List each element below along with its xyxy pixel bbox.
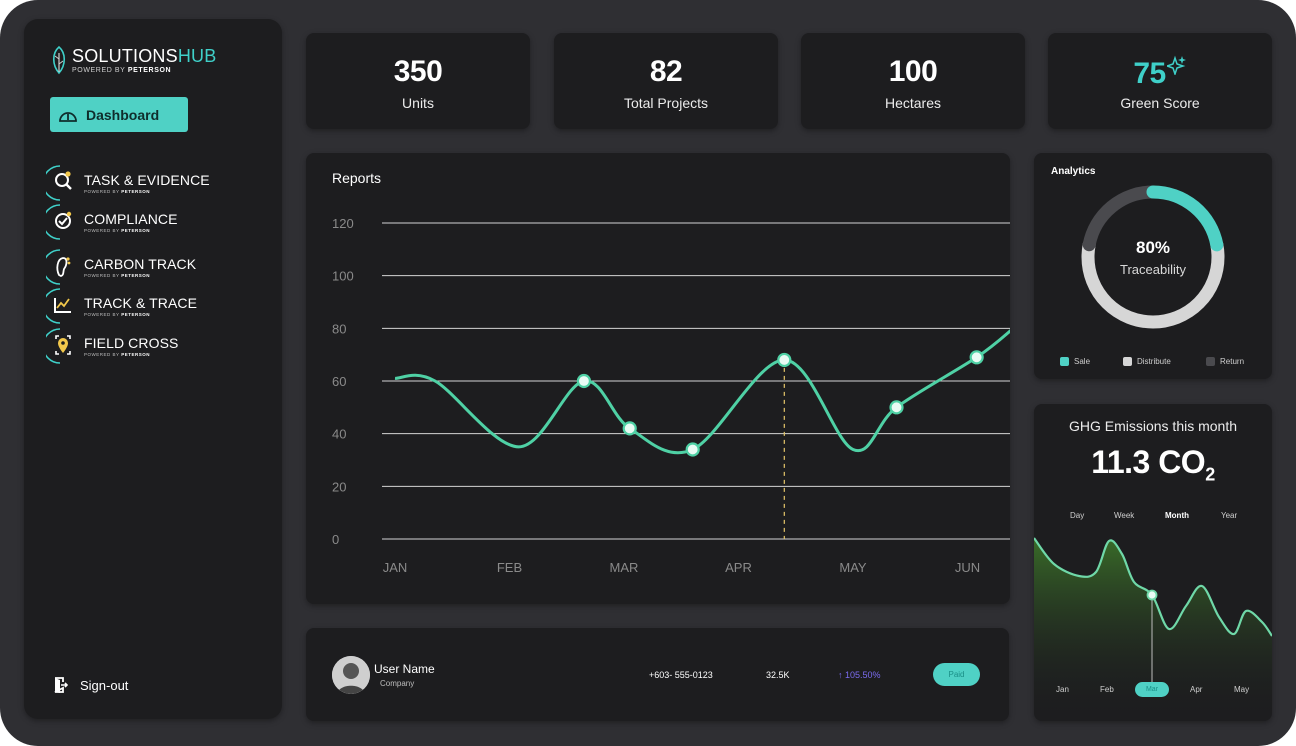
ghg-emissions-panel: GHG Emissions this month 11.3 CO2 Day We… bbox=[1034, 404, 1272, 721]
period-tab-day[interactable]: Day bbox=[1070, 511, 1085, 520]
user-growth: ↑ 105.50% bbox=[838, 670, 881, 680]
stat-card-hectares: 100 Hectares bbox=[801, 33, 1025, 129]
legend-swatch bbox=[1060, 357, 1069, 366]
legend-swatch bbox=[1123, 357, 1132, 366]
ghg-data-point[interactable] bbox=[1146, 589, 1158, 601]
brand-powered-by: POWERED BY PETERSON bbox=[72, 66, 172, 74]
user-phone: +603- 555-0123 bbox=[649, 670, 713, 680]
sidebar-item-field-cross[interactable]: FIELD CROSS POWERED BY PETERSON bbox=[46, 326, 178, 366]
reports-chart-panel: 120 100 80 60 40 20 0 JAN FEB MAR APR MAY JUN Report… bbox=[306, 153, 1010, 604]
gauge-icon bbox=[59, 111, 77, 122]
ghg-area-fill bbox=[1034, 538, 1272, 721]
sparkle-icon bbox=[1164, 55, 1186, 77]
data-point[interactable] bbox=[889, 400, 904, 415]
stat-value: 82 bbox=[649, 55, 683, 88]
month-label-jan[interactable]: Jan bbox=[1056, 685, 1069, 694]
legend-item-distribute: Distribute bbox=[1123, 357, 1171, 366]
x-tick-label: FEB bbox=[497, 560, 522, 575]
y-tick-label: 120 bbox=[332, 216, 354, 231]
stat-card-green-score: 75 Green Score bbox=[1048, 33, 1272, 129]
y-tick-label: 40 bbox=[332, 427, 346, 442]
arrow-up-icon: ↑ bbox=[838, 670, 843, 680]
sidebar-item-carbon-track[interactable]: CARBON TRACK POWERED BY PETERSON bbox=[46, 247, 196, 287]
month-label-feb[interactable]: Feb bbox=[1100, 685, 1114, 694]
signout-icon bbox=[54, 677, 68, 693]
donut-center-label: 80% Traceability bbox=[1034, 238, 1272, 277]
stat-label: Total Projects bbox=[623, 95, 709, 111]
data-point[interactable] bbox=[969, 350, 984, 365]
analytics-title: Analytics bbox=[1051, 166, 1096, 177]
reports-title: Reports bbox=[332, 170, 382, 186]
avatar[interactable] bbox=[332, 656, 370, 694]
month-label-apr[interactable]: Apr bbox=[1190, 685, 1203, 694]
data-point[interactable] bbox=[576, 373, 592, 389]
traceability-donut-chart[interactable] bbox=[1034, 153, 1272, 353]
dashboard-button[interactable]: Dashboard bbox=[50, 97, 188, 132]
stat-card-units: 350 Units bbox=[306, 33, 530, 129]
trend-chart-icon bbox=[46, 288, 71, 324]
x-tick-label: JUN bbox=[955, 560, 980, 575]
legend-item-sale: Sale bbox=[1060, 357, 1090, 366]
paid-status-badge[interactable]: Paid bbox=[933, 663, 980, 686]
y-tick-label: 20 bbox=[332, 479, 346, 494]
x-tick-label: APR bbox=[725, 560, 752, 575]
footprint-icon bbox=[46, 249, 71, 285]
user-row[interactable]: User Name Company +603- 555-0123 32.5K ↑… bbox=[306, 628, 1009, 721]
ghg-area-chart[interactable] bbox=[1034, 404, 1272, 721]
donut-segment-sale[interactable] bbox=[1081, 185, 1225, 329]
dashboard-label: Dashboard bbox=[86, 106, 160, 123]
sidebar-item-task-evidence[interactable]: TASK & EVIDENCE POWERED BY PETERSON bbox=[46, 163, 210, 203]
x-tick-label: MAY bbox=[839, 560, 867, 575]
y-tick-label: 100 bbox=[332, 269, 354, 284]
x-tick-label: MAR bbox=[610, 560, 639, 575]
brand-name: SOLUTIONSHUB bbox=[72, 45, 217, 66]
location-pin-icon bbox=[46, 328, 71, 364]
user-company: Company bbox=[380, 679, 415, 688]
stat-card-total-projects: 82 Total Projects bbox=[554, 33, 778, 129]
leaf-logo-icon bbox=[52, 45, 66, 75]
y-tick-label: 60 bbox=[332, 374, 346, 389]
analytics-panel: Analytics 80% Traceability Sale Distribu… bbox=[1034, 153, 1272, 379]
x-tick-label: JAN bbox=[383, 560, 408, 575]
legend-swatch bbox=[1206, 357, 1215, 366]
user-name: User Name bbox=[374, 662, 435, 676]
reports-line-chart[interactable]: 120 100 80 60 40 20 0 JAN FEB MAR APR MAY JUN bbox=[306, 153, 1010, 604]
y-tick-label: 80 bbox=[332, 321, 346, 336]
data-point[interactable] bbox=[777, 352, 792, 368]
y-tick-label: 0 bbox=[332, 532, 339, 547]
stat-label: Hectares bbox=[884, 95, 942, 111]
signout-button[interactable]: Sign-out bbox=[52, 676, 128, 694]
user-value: 32.5K bbox=[766, 670, 790, 680]
stat-label: Units bbox=[402, 95, 434, 111]
stat-value: 100 bbox=[888, 55, 938, 88]
ghg-series-line bbox=[1034, 537, 1272, 637]
sidebar-item-track-trace[interactable]: TRACK & TRACE POWERED BY PETERSON bbox=[46, 286, 197, 326]
data-point[interactable] bbox=[622, 421, 637, 436]
sidebar-item-compliance[interactable]: COMPLIANCE POWERED BY PETERSON bbox=[46, 202, 178, 242]
month-label-may[interactable]: May bbox=[1234, 685, 1250, 694]
traceability-subtitle: Traceability bbox=[1120, 262, 1186, 277]
ghg-title: GHG Emissions this month bbox=[1068, 418, 1238, 434]
period-tab-year[interactable]: Year bbox=[1221, 511, 1238, 520]
search-check-icon bbox=[46, 165, 72, 201]
check-circle-icon bbox=[46, 204, 72, 240]
traceability-percent: 80% bbox=[1135, 238, 1171, 257]
stat-value: 350 bbox=[393, 55, 443, 88]
data-point[interactable] bbox=[685, 442, 700, 457]
stat-label: Green Score bbox=[1120, 95, 1200, 111]
brand-logo[interactable]: SOLUTIONSHUB POWERED BY PETERSON bbox=[50, 45, 216, 75]
donut-segment-distribute[interactable] bbox=[1081, 185, 1225, 329]
sidebar: SOLUTIONSHUB POWERED BY PETERSON Dashboa… bbox=[24, 19, 282, 719]
signout-label: Sign-out bbox=[80, 677, 129, 693]
user-avatar-icon bbox=[332, 656, 370, 694]
legend-item-return: Return bbox=[1206, 357, 1244, 366]
period-tab-week[interactable]: Week bbox=[1114, 511, 1135, 520]
period-tab-month[interactable]: Month bbox=[1165, 511, 1189, 520]
ghg-value: 11.3 CO2 bbox=[1091, 444, 1215, 485]
green-score-value: 75 bbox=[1048, 55, 1272, 91]
month-label-mar-selected[interactable]: Mar bbox=[1135, 682, 1169, 697]
